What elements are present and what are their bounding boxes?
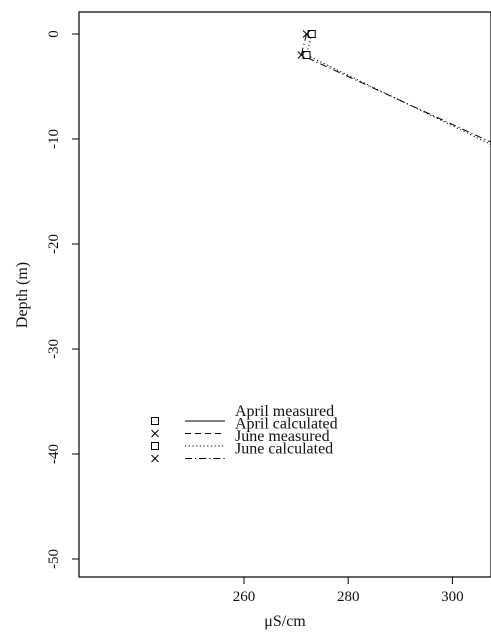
x-tick-label: 300 — [441, 589, 464, 605]
series-line-june-calculated — [300, 33, 491, 143]
x-tick-label: 280 — [337, 589, 360, 605]
series-line-june-measured — [305, 33, 491, 146]
point-june-measured — [307, 30, 316, 38]
y-tick-label: -30 — [46, 339, 62, 359]
point-june-calculated — [302, 30, 311, 38]
legend-label-june-measured: June measured — [235, 428, 330, 445]
series-lines — [300, 33, 491, 146]
legend-label-june-calculated: June calculated — [235, 441, 333, 458]
y-tick-label: -40 — [46, 444, 62, 464]
point-june-calculated — [297, 51, 306, 59]
y-tick-label: -10 — [46, 129, 62, 149]
data-markers — [297, 30, 316, 59]
y-tick-label: -50 — [46, 549, 62, 569]
y-tick-label: -20 — [46, 234, 62, 254]
x-axis-title: μS/cm — [264, 613, 306, 630]
legend-marker-june-measured — [151, 442, 159, 450]
axis-ticks: 2602803003203400-10-20-30-40-50 — [46, 30, 464, 605]
y-axis-title: Depth (m) — [14, 262, 31, 328]
y-tick-label: 0 — [46, 30, 62, 38]
legend-marker-june-calculated — [151, 454, 159, 463]
plot-frame — [78, 11, 491, 578]
legend-label-april-calculated: April calculated — [235, 416, 338, 433]
legend-marker-april-calculated — [151, 429, 159, 438]
legend-label-april-measured: April measured — [235, 403, 334, 420]
point-june-measured — [302, 51, 311, 59]
x-tick-label: 260 — [233, 589, 256, 605]
legend-marker-april-measured — [151, 417, 159, 425]
